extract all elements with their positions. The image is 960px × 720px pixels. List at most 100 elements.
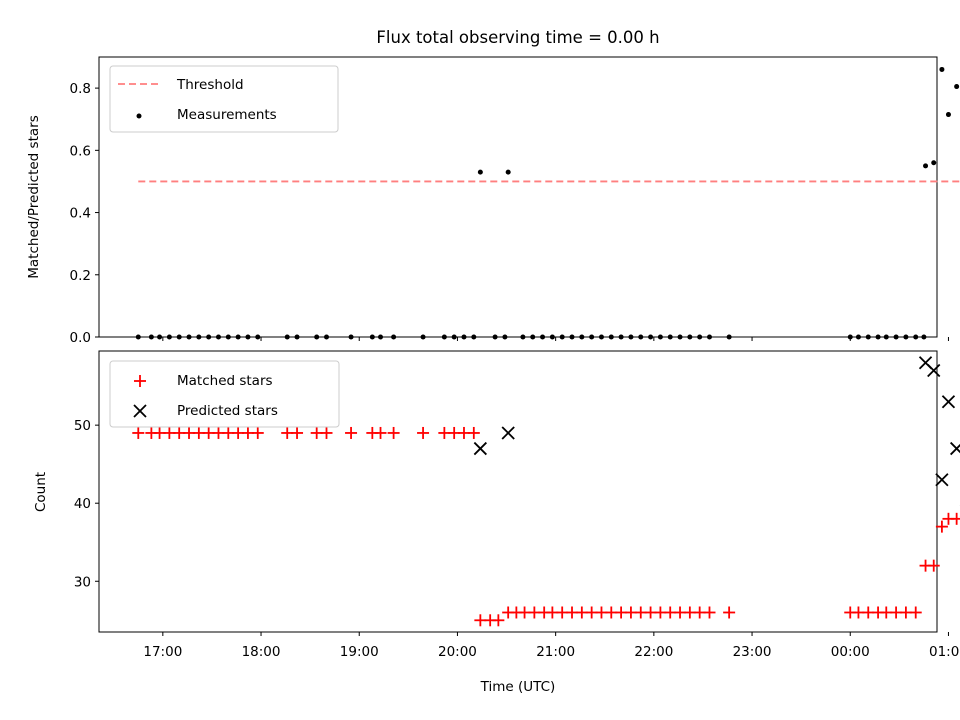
measurement-point <box>579 334 585 340</box>
matched-star-point <box>935 520 948 533</box>
measurement-point <box>348 334 354 340</box>
bottom-legend: Matched stars Predicted stars <box>109 360 340 428</box>
measurement-point <box>706 334 712 340</box>
measurement-point <box>598 334 604 340</box>
x-tick-label: 23:00 <box>733 644 772 660</box>
top-panel: Flux total observing time = 0.00 h 0.0 0.… <box>26 28 960 346</box>
measurement-point <box>420 334 426 340</box>
measurement-point <box>726 334 732 340</box>
measurement-point <box>324 334 330 340</box>
bottom-y-tick-label: 40 <box>74 496 91 512</box>
measurement-point <box>235 334 241 340</box>
matched-star-point <box>251 426 264 439</box>
measurement-point <box>697 334 703 340</box>
matched-star-point <box>927 559 940 572</box>
predicted-star-point <box>501 426 515 440</box>
matched-star-point <box>950 512 960 525</box>
measurement-point <box>255 334 261 340</box>
measurement-point <box>471 334 477 340</box>
top-y-axis-label: Matched/Predicted stars <box>26 115 42 278</box>
predicted-star-point <box>935 473 949 487</box>
legend-threshold-label: Threshold <box>176 77 244 93</box>
measurement-point <box>378 334 384 340</box>
x-tick-label: 22:00 <box>634 644 673 660</box>
matched-star-point <box>387 426 400 439</box>
measurement-point <box>186 334 192 340</box>
measurement-point <box>628 334 634 340</box>
measurement-point <box>451 334 457 340</box>
chart-title: Flux total observing time = 0.00 h <box>376 28 659 47</box>
x-tick-label: 20:00 <box>438 644 477 660</box>
measurement-point <box>135 334 141 340</box>
measurement-point <box>369 334 375 340</box>
matched-star-point <box>345 426 358 439</box>
measurement-point <box>441 334 447 340</box>
measurement-point <box>931 160 937 166</box>
top-plot-area: 0.0 0.2 0.4 0.6 0.8 <box>70 56 960 346</box>
measurement-point <box>913 334 919 340</box>
matched-star-point <box>492 614 505 627</box>
measurement-point <box>284 334 290 340</box>
matched-star-point <box>909 606 922 619</box>
top-x-ticks <box>162 337 949 341</box>
measurement-point <box>148 334 154 340</box>
matched-star-point <box>467 426 480 439</box>
x-tick-label: 19:00 <box>340 644 379 660</box>
matched-star-point <box>320 426 333 439</box>
measurement-point <box>638 334 644 340</box>
measurement-point <box>215 334 221 340</box>
top-legend: Threshold Measurements <box>109 65 339 133</box>
measurement-point <box>294 334 300 340</box>
bottom-count-points <box>132 356 960 627</box>
measurement-point <box>157 334 163 340</box>
top-legend-box <box>109 65 339 133</box>
bottom-axes-frame <box>98 350 938 633</box>
measurement-point <box>196 334 202 340</box>
x-tick-label: 21:00 <box>536 644 575 660</box>
measurement-point <box>883 334 889 340</box>
measurement-point <box>687 334 693 340</box>
matched-star-point <box>132 426 145 439</box>
matched-star-point <box>374 426 387 439</box>
bottom-legend-box <box>109 360 340 428</box>
measurement-point <box>540 334 546 340</box>
measurement-point <box>923 163 929 169</box>
measurement-point <box>569 334 575 340</box>
measurement-point <box>559 334 565 340</box>
legend-predicted-swatch <box>133 404 147 418</box>
measurement-point <box>657 334 663 340</box>
measurement-point <box>176 334 182 340</box>
bottom-y-tick-label: 50 <box>74 418 91 434</box>
top-y-tick-label: 0.2 <box>70 268 91 284</box>
predicted-star-point <box>927 363 941 378</box>
measurement-point <box>314 334 320 340</box>
measurement-point <box>939 66 945 72</box>
measurement-point <box>865 334 871 340</box>
measurement-point <box>921 334 927 340</box>
measurement-point <box>530 334 536 340</box>
measurement-point <box>166 334 172 340</box>
x-axis-label: Time (UTC) <box>480 679 556 695</box>
predicted-star-point <box>950 441 960 456</box>
predicted-star-point <box>941 395 956 409</box>
measurement-point <box>618 334 624 340</box>
matched-star-point <box>723 606 736 619</box>
top-y-tick-label: 0.0 <box>70 330 91 346</box>
measurement-point <box>589 334 595 340</box>
measurement-point <box>903 334 909 340</box>
legend-matched-swatch <box>134 375 146 387</box>
measurement-point <box>549 334 555 340</box>
measurement-point <box>648 334 654 340</box>
measurement-point <box>954 84 960 90</box>
x-tick-label: 00:00 <box>831 644 870 660</box>
measurement-point <box>225 334 231 340</box>
measurement-point <box>477 169 483 175</box>
measurement-point <box>520 334 526 340</box>
measurement-point <box>855 334 861 340</box>
measurement-point <box>492 334 498 340</box>
measurement-point <box>608 334 614 340</box>
measurement-point <box>945 112 951 118</box>
legend-measurements-label: Measurements <box>177 107 277 123</box>
matched-star-point <box>703 606 716 619</box>
matched-star-point <box>417 426 430 439</box>
